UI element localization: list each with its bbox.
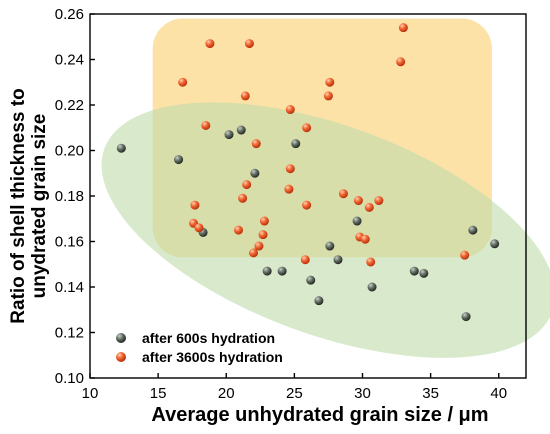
legend-marker-3600s: [116, 352, 126, 362]
x-tick-label: 20: [218, 385, 235, 402]
point-600s: [352, 216, 362, 226]
point-600s: [306, 275, 316, 285]
point-3600s: [366, 257, 376, 267]
x-tick-label: 40: [490, 385, 507, 402]
y-tick-label: 0.16: [55, 234, 84, 251]
point-3600s: [258, 230, 268, 240]
point-600s: [333, 255, 343, 265]
point-3600s: [254, 241, 264, 251]
y-tick-label: 0.26: [55, 6, 84, 23]
point-600s: [461, 312, 471, 322]
y-tick-label: 0.20: [55, 143, 84, 160]
y-axis-title-line-1: Ratio of shell thickness to: [8, 88, 29, 323]
axes: 10 15 20 25 30 35 40 0.10 0.12 0.14 0.16 0.18 0.20 0.…: [55, 6, 527, 402]
point-3600s: [240, 91, 250, 101]
point-600s: [409, 266, 419, 276]
point-3600s: [396, 57, 406, 67]
point-3600s: [302, 200, 312, 210]
point-3600s: [201, 120, 211, 130]
point-3600s: [460, 250, 470, 260]
point-3600s: [244, 39, 254, 49]
point-600s: [490, 239, 500, 249]
point-600s: [250, 168, 260, 178]
point-3600s: [353, 196, 363, 206]
point-3600s: [249, 248, 258, 258]
point-600s: [419, 268, 429, 278]
point-3600s: [284, 184, 294, 194]
point-600s: [224, 130, 234, 140]
point-600s: [325, 241, 335, 251]
point-3600s: [398, 23, 408, 33]
point-3600s: [190, 200, 200, 210]
point-3600s: [285, 164, 295, 174]
point-3600s: [234, 225, 244, 235]
point-3600s: [374, 196, 384, 206]
x-tick-label: 25: [286, 385, 303, 402]
point-3600s: [259, 216, 269, 226]
point-600s: [314, 296, 324, 306]
y-tick-label: 0.24: [55, 52, 84, 69]
y-tick-label: 0.18: [55, 188, 84, 205]
point-3600s: [238, 193, 248, 203]
point-3600s: [360, 234, 370, 244]
x-tick-label: 30: [354, 385, 371, 402]
point-3600s: [205, 39, 215, 49]
point-3600s: [178, 77, 188, 87]
point-600s: [468, 225, 478, 235]
point-3600s: [302, 123, 312, 133]
x-tick-label: 35: [422, 385, 439, 402]
point-600s: [236, 125, 246, 135]
point-3600s: [364, 202, 374, 212]
y-tick-label: 0.10: [55, 370, 84, 387]
point-600s: [367, 282, 377, 292]
legend-label-3600s: after 3600s hydration: [142, 349, 283, 365]
region-ellipse: [101, 102, 550, 358]
point-3600s: [242, 180, 252, 190]
point-600s: [174, 155, 184, 165]
legend: after 600s hydration after 3600s hydrati…: [116, 330, 283, 365]
y-axis-title-line-2: unydrated grain size: [29, 114, 50, 299]
x-axis-title: Average unhydrated grain size / μm: [151, 404, 488, 426]
x-tick-label: 10: [82, 385, 99, 402]
y-tick-label: 0.14: [55, 279, 84, 296]
point-600s: [291, 139, 301, 149]
point-3600s: [285, 105, 295, 115]
point-3600s: [323, 91, 333, 101]
point-600s: [277, 266, 287, 276]
y-tick-label: 0.12: [55, 325, 84, 342]
legend-marker-600s: [116, 333, 126, 343]
point-3600s: [251, 139, 261, 149]
point-600s: [116, 143, 126, 153]
legend-label-600s: after 600s hydration: [142, 330, 275, 346]
x-tick-label: 15: [150, 385, 167, 402]
point-600s: [262, 266, 272, 276]
y-tick-label: 0.22: [55, 97, 84, 114]
highlight-regions: [101, 18, 550, 358]
data-points: [116, 23, 500, 322]
point-3600s: [194, 223, 204, 233]
point-3600s: [338, 189, 348, 199]
point-3600s: [300, 255, 310, 265]
y-axis-title: Ratio of shell thickness to unydrated gr…: [8, 88, 50, 323]
point-3600s: [325, 77, 335, 87]
